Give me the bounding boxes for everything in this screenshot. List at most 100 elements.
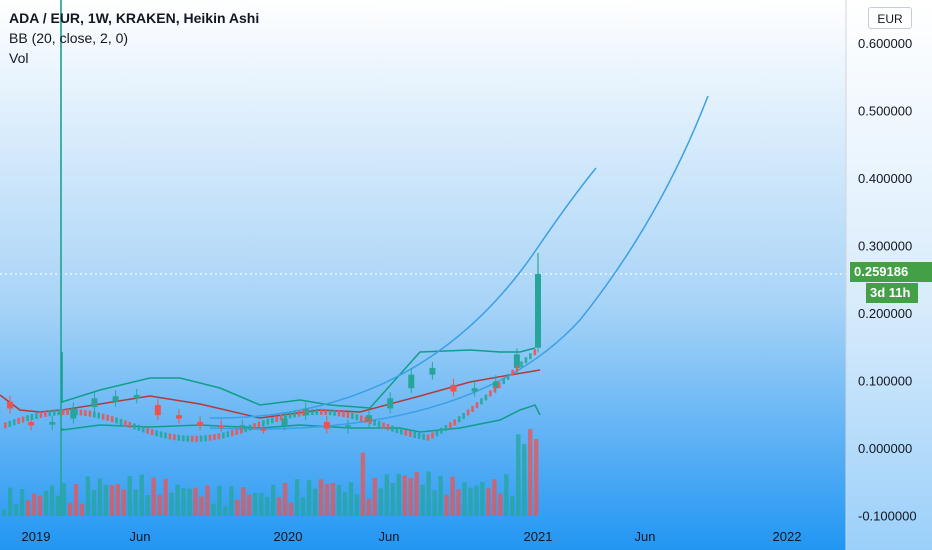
candle-body-small (333, 409, 336, 416)
volume-bar (271, 484, 276, 516)
candle-body-small (315, 408, 319, 415)
chart-legend: ADA / EUR, 1W, KRAKEN, Heikin Ashi BB (2… (9, 8, 259, 68)
volume-bar (402, 475, 407, 516)
candle-body-small (257, 421, 261, 428)
volume-bar (31, 493, 37, 516)
candle-body-small (453, 419, 457, 426)
volume-bar (474, 485, 479, 516)
volume-bar (133, 489, 138, 516)
candle-body-small (84, 410, 87, 417)
candle-body-small (155, 430, 158, 437)
volume-bar (342, 492, 348, 516)
volume-bar (522, 444, 527, 516)
volume-bar (432, 490, 437, 516)
candle-body (387, 398, 394, 409)
candle-body-small (4, 422, 7, 429)
volume-bar (187, 488, 192, 516)
candle-body-small (235, 428, 238, 435)
volume-bar (247, 494, 252, 516)
volume-bar (25, 500, 31, 516)
candle-body-small (35, 412, 38, 419)
y-tick-label: 0.500000 (858, 103, 912, 118)
candle-body-small (177, 434, 181, 441)
candle-body-small (66, 408, 69, 415)
candle-body-small (511, 369, 514, 376)
candle-body-small (284, 413, 287, 420)
candle-body (281, 418, 288, 426)
y-tick-label: 0.100000 (858, 373, 912, 388)
candle-body-small (150, 429, 154, 436)
volume-bar (378, 488, 383, 516)
volume-bar (2, 509, 7, 516)
volume-bar (181, 488, 186, 516)
volume-bar (468, 487, 473, 516)
volume-bar (151, 477, 156, 516)
volume-bar (259, 492, 264, 516)
volume-bar (528, 429, 533, 516)
volume-legend[interactable]: Vol (9, 50, 29, 66)
candle-body-small (444, 425, 448, 432)
candle-body-small (368, 418, 372, 425)
volume-bar (115, 484, 120, 516)
candle-body-small (506, 373, 510, 380)
volume-bar (414, 472, 419, 516)
candle-body-small (364, 416, 368, 423)
candle-body-small (52, 409, 56, 416)
volume-bar (91, 489, 97, 516)
volume-bar (139, 474, 144, 516)
candle-body-small (159, 431, 163, 438)
candle-body-small (93, 411, 96, 418)
candle-body-small (8, 420, 12, 427)
volume-bar (534, 438, 539, 516)
candle-body-small (133, 423, 136, 430)
candle-body-small (141, 426, 145, 433)
candle-body-small (328, 409, 332, 416)
candle-body-small (417, 432, 421, 439)
volume-bar (456, 489, 461, 516)
candle-body-small (186, 435, 190, 442)
volume-bar (7, 487, 13, 516)
candle-body-small (217, 433, 221, 440)
y-tick-label: 0.200000 (858, 306, 912, 321)
bollinger-bands-legend[interactable]: BB (20, close, 2, 0) (9, 30, 129, 46)
symbol-title[interactable]: ADA / EUR, 1W, KRAKEN, Heikin Ashi (9, 10, 260, 26)
candle-body-small (173, 434, 176, 441)
last-price-badge: 0.259186 (850, 262, 932, 282)
candle-body-small (266, 418, 270, 425)
volume-bar (324, 483, 330, 516)
candle-body-small (471, 405, 474, 412)
candle-body-small (391, 425, 394, 432)
bar-countdown-badge: 3d 11h (866, 283, 918, 303)
volume-bar (19, 489, 25, 516)
candle-body-small (440, 427, 443, 434)
candle-body-small (61, 408, 65, 415)
candle-body-small (271, 417, 274, 424)
candle-body-small (466, 409, 470, 416)
volume-bar (348, 482, 354, 516)
y-tick-label: -0.100000 (858, 508, 917, 523)
volume-bar (145, 495, 150, 516)
volume-bar (205, 485, 210, 516)
candle-body-small (226, 431, 230, 438)
candle-body (175, 415, 182, 419)
candle-body (344, 425, 351, 429)
volume-bar (462, 482, 467, 516)
candle-body-small (457, 416, 461, 423)
candle-body-small (75, 409, 78, 416)
volume-bar (300, 497, 306, 516)
volume-bar (294, 479, 300, 516)
volume-bar (13, 503, 19, 516)
volume-bar (265, 497, 270, 516)
candle-body-small (30, 413, 34, 420)
candle-body-small (382, 422, 385, 429)
candle-body (28, 421, 35, 426)
candle-body-small (222, 432, 225, 439)
candle-body-small (311, 409, 314, 416)
volume-bar (354, 494, 360, 516)
candle-body (260, 428, 267, 431)
candle-body-small (484, 394, 488, 401)
currency-button[interactable]: EUR (868, 7, 912, 29)
